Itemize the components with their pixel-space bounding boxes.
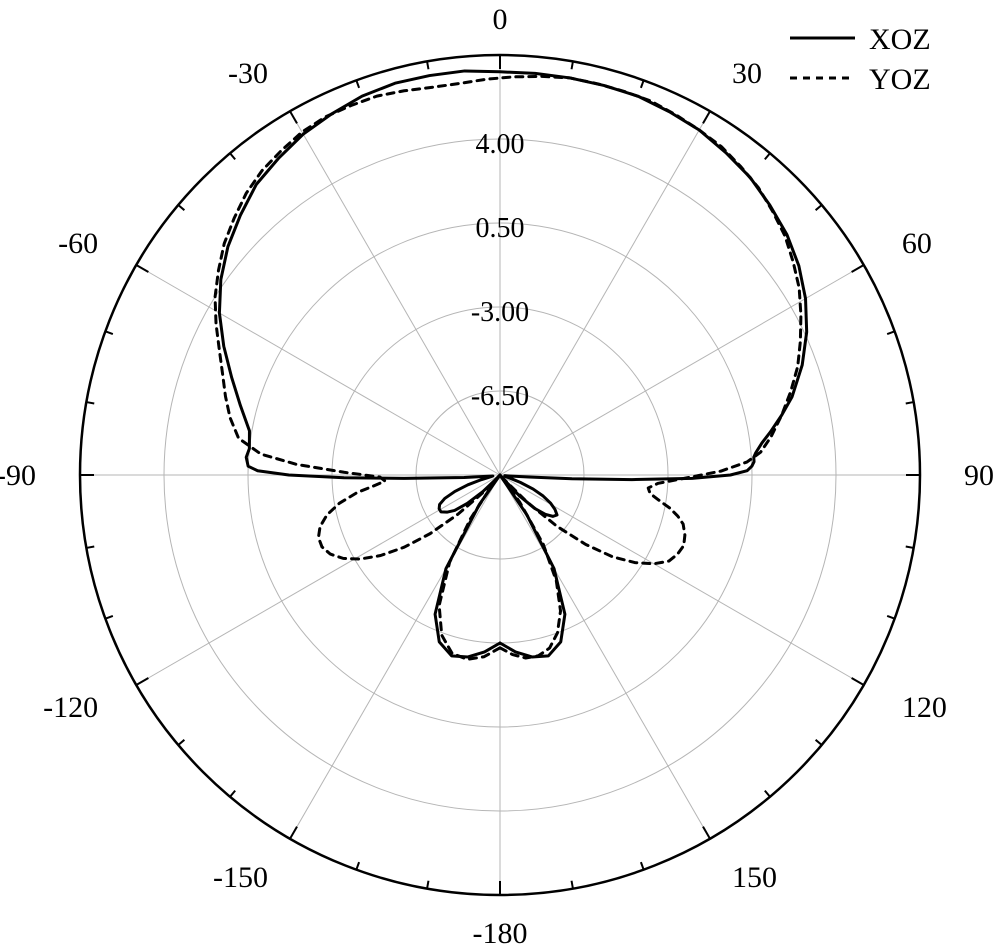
angle-label: 0	[493, 3, 508, 36]
angle-tick-minor	[427, 61, 428, 69]
angle-label: -180	[473, 917, 528, 950]
legend-label-YOZ: YOZ	[869, 63, 931, 96]
angle-label: -120	[43, 691, 98, 724]
angle-tick-minor	[86, 402, 94, 403]
angle-tick-minor	[906, 402, 914, 403]
radial-label: -6.50	[471, 381, 529, 412]
polar-chart: 0 30 60 90 120 150 -180 -150 -120 -90 -60 -30 -6.50 -…	[0, 0, 1000, 950]
polar-svg: 0 30 60 90 120 150 -180 -150 -120 -90 -60 -30 -6.50 -…	[0, 0, 1000, 950]
angle-label: -30	[228, 57, 268, 90]
radial-label: 0.50	[476, 213, 525, 244]
angle-tick-minor	[572, 881, 573, 889]
angle-tick-minor	[427, 881, 428, 889]
angle-label: 120	[902, 691, 947, 724]
angle-label: -60	[58, 227, 98, 260]
angle-label: -90	[0, 459, 36, 492]
radial-label: 4.00	[476, 129, 525, 160]
angle-label: 150	[732, 861, 777, 894]
angle-label: -150	[213, 861, 268, 894]
angle-tick-minor	[572, 61, 573, 69]
radial-label: -3.00	[471, 297, 529, 328]
angle-label: 30	[732, 57, 762, 90]
angle-label: 60	[902, 227, 932, 260]
angle-label: 90	[964, 459, 994, 492]
angle-tick-minor	[86, 547, 94, 548]
angle-tick-minor	[906, 547, 914, 548]
legend-label-XOZ: XOZ	[869, 23, 931, 56]
